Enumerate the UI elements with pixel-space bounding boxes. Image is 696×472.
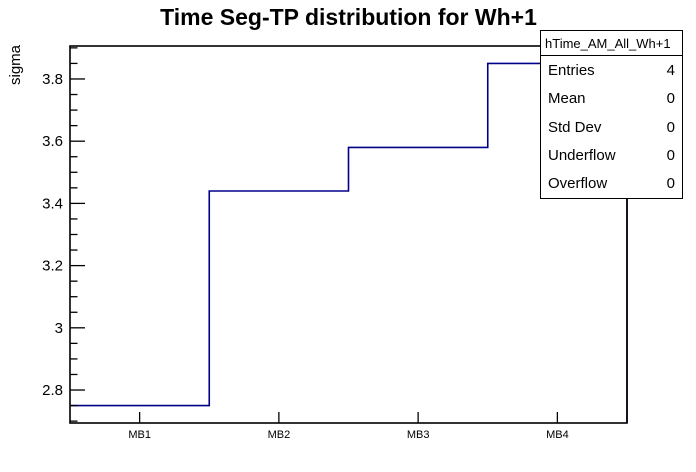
y-tick-label: 3.4 xyxy=(42,195,63,212)
stats-label: Mean xyxy=(548,90,586,108)
stats-label: Entries xyxy=(548,61,595,79)
stats-box-title: hTime_AM_All_Wh+1 xyxy=(541,31,682,56)
stats-label: Std Dev xyxy=(548,118,602,136)
y-tick-label: 3.6 xyxy=(42,133,63,150)
stats-value: 0 xyxy=(666,118,675,136)
stats-row-underflow: Underflow 0 xyxy=(541,141,682,169)
stats-label: Overflow xyxy=(548,175,608,193)
stats-value: 0 xyxy=(666,175,675,193)
stats-row-stddev: Std Dev 0 xyxy=(541,113,682,141)
x-tick-label: MB2 xyxy=(268,429,291,441)
stats-label: Underflow xyxy=(548,146,616,164)
stats-value: 0 xyxy=(666,90,675,108)
stats-row-entries: Entries 4 xyxy=(541,56,682,84)
stats-row-mean: Mean 0 xyxy=(541,84,682,112)
y-tick-label: 2.8 xyxy=(42,382,63,399)
y-tick-label: 3.2 xyxy=(42,258,63,275)
stats-value: 0 xyxy=(666,146,675,164)
chart-title: Time Seg-TP distribution for Wh+1 xyxy=(160,4,537,30)
y-tick-label: 3.8 xyxy=(42,71,63,88)
y-axis-label: sigma xyxy=(7,44,24,85)
stats-box-rows: Entries 4 Mean 0 Std Dev 0 Underflow 0 O… xyxy=(541,56,682,198)
stats-box: hTime_AM_All_Wh+1 Entries 4 Mean 0 Std D… xyxy=(540,30,683,199)
x-tick-label: MB4 xyxy=(546,429,569,441)
x-tick-label: MB1 xyxy=(128,429,151,441)
x-tick-label: MB3 xyxy=(407,429,430,441)
stats-value: 4 xyxy=(666,61,675,79)
stats-row-overflow: Overflow 0 xyxy=(541,170,682,198)
y-tick-label: 3 xyxy=(55,320,63,337)
